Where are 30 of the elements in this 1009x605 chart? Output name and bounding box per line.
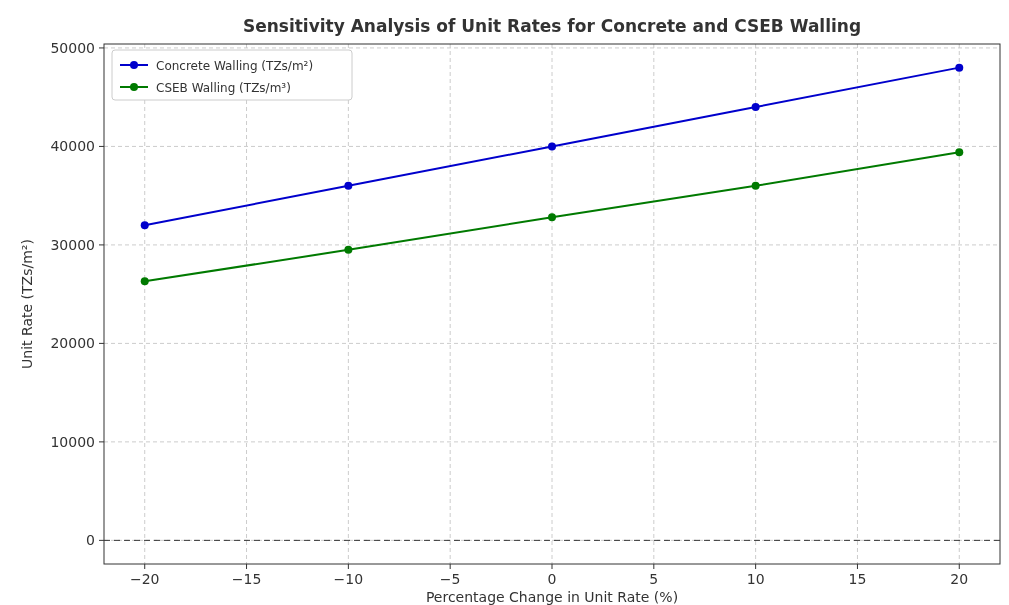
x-tick-label: −20: [129, 571, 160, 587]
point: [751, 181, 760, 190]
legend-label: Concrete Walling (TZs/m²): [156, 59, 314, 73]
legend-label: CSEB Walling (TZs/m³): [156, 81, 291, 95]
x-tick-label: 0: [547, 571, 557, 587]
point: [140, 221, 149, 230]
point: [955, 63, 964, 72]
y-tick-label: 30000: [50, 236, 95, 253]
point: [344, 181, 353, 190]
y-tick-label: 20000: [50, 335, 95, 352]
y-tick-label: 10000: [50, 433, 95, 450]
x-tick-label: −5: [439, 571, 461, 587]
x-tick-label: 15: [848, 571, 867, 587]
point: [140, 277, 149, 286]
point: [548, 142, 556, 151]
y-tick-label: 50000: [50, 39, 95, 56]
point: [344, 245, 353, 254]
y-tick-label: 40000: [50, 138, 95, 155]
x-tick-label: 10: [746, 571, 765, 587]
point: [548, 213, 556, 222]
x-tick-label: −10: [333, 571, 364, 587]
y-tick-label: 0: [86, 532, 95, 549]
x-tick-label: −15: [231, 571, 262, 587]
chart-title: Sensitivity Analysis of Unit Rates for Concrete and CSEB Walling: [242, 16, 862, 36]
point: [751, 103, 760, 112]
x-tick-label: 20: [950, 571, 969, 587]
y-axis-title: Unit Rate (TZs/m²): [19, 239, 35, 369]
x-axis-title: Percentage Change in Unit Rate (%): [425, 589, 679, 605]
point: [955, 148, 964, 157]
x-tick-label: 5: [649, 571, 659, 587]
